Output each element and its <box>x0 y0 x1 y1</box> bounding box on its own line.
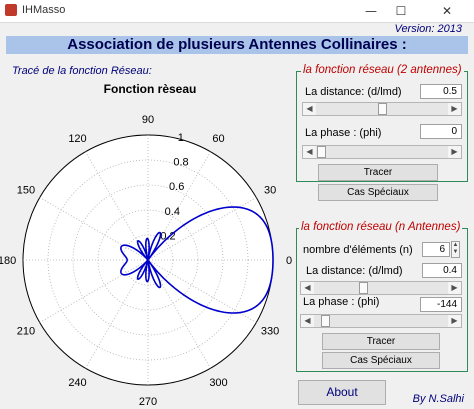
angle-label: 0 <box>286 255 292 267</box>
version-text: Version: 2013 <box>394 23 462 35</box>
radial-tick-label: 0.8 <box>173 157 188 169</box>
polar-grid <box>22 134 274 386</box>
p1-distance-input[interactable]: 0.5 <box>420 84 462 99</box>
slider-left-arrow-icon[interactable]: ◀ <box>301 282 314 294</box>
panel-two-antennas: la fonction réseau (2 antennes) <box>296 64 468 182</box>
angle-label: 180 <box>0 255 16 267</box>
array-factor-curve <box>120 206 274 314</box>
spin-down-icon[interactable]: ▼ <box>452 249 459 255</box>
window-titlebar: IHMasso — ☐ ✕ <box>0 0 474 23</box>
angle-label: 90 <box>142 114 154 126</box>
polar-plot: 0.20.40.60.81030609012015018021024027030… <box>0 114 292 408</box>
polar-labels: 0.20.40.60.81030609012015018021024027030… <box>0 114 292 408</box>
p2-phase-slider[interactable]: ◀ ▶ <box>300 314 462 328</box>
p2-phase-label: La phase : (phi) <box>303 296 380 308</box>
plot-section-label: Tracé de la fonction Réseau: <box>12 65 152 77</box>
maximize-button[interactable]: ☐ <box>395 4 407 18</box>
angle-label: 210 <box>17 326 35 338</box>
p2-n-label: nombre d'éléments (n) <box>303 244 413 256</box>
plot-title: Fonction rèseau <box>103 82 197 96</box>
polar-ring <box>72 184 224 336</box>
window-title: IHMasso <box>22 4 66 16</box>
panel-two-antennas-title: la fonction réseau (2 antennes) <box>301 64 464 76</box>
p1-trace-button[interactable]: Tracer <box>318 164 438 181</box>
slider-right-arrow-icon[interactable]: ▶ <box>448 282 461 294</box>
p2-special-cases-button[interactable]: Cas Spéciaux <box>322 352 440 369</box>
p1-phase-input[interactable]: 0 <box>420 124 462 139</box>
p2-n-spinner[interactable]: ▲ ▼ <box>451 241 460 258</box>
slider-right-arrow-icon[interactable]: ▶ <box>448 315 461 327</box>
p1-phase-slider[interactable]: ◀ ▶ <box>302 145 462 159</box>
slider-thumb[interactable] <box>378 103 387 115</box>
p2-distance-slider[interactable]: ◀ ▶ <box>300 281 462 295</box>
angle-label: 300 <box>209 377 227 389</box>
slider-thumb[interactable] <box>321 315 330 327</box>
angle-label: 30 <box>264 185 276 197</box>
p2-distance-input[interactable]: 0.4 <box>422 263 462 278</box>
slider-left-arrow-icon[interactable]: ◀ <box>303 103 316 115</box>
p1-phase-label: La phase : (phi) <box>305 127 382 139</box>
angle-label: 120 <box>68 133 86 145</box>
p2-phase-input[interactable]: -144 <box>420 297 462 312</box>
p1-distance-label: La distance: (d/lmd) <box>305 86 402 98</box>
angle-label: 270 <box>139 396 157 408</box>
slider-left-arrow-icon[interactable]: ◀ <box>303 146 316 158</box>
angle-label: 330 <box>261 326 279 338</box>
angle-label: 240 <box>68 377 86 389</box>
panel-n-antennas: la fonction réseau (n Antennes) <box>296 221 468 372</box>
slider-right-arrow-icon[interactable]: ▶ <box>448 146 461 158</box>
polar-outer-ring <box>22 134 274 386</box>
radial-tick-label: 1 <box>178 132 184 144</box>
slider-thumb[interactable] <box>359 282 368 294</box>
angle-label: 60 <box>212 133 224 145</box>
p2-distance-label: La distance: (d/lmd) <box>306 265 403 277</box>
spin-up-icon[interactable]: ▲ <box>452 242 459 248</box>
header-title: Association de plusieurs Antennes Collin… <box>67 36 407 53</box>
panel-n-antennas-title: la fonction réseau (n Antennes) <box>299 221 463 233</box>
matlab-app-icon <box>5 4 17 16</box>
slider-thumb[interactable] <box>317 146 326 158</box>
author-credit: By N.Salhi <box>412 393 464 405</box>
header-bar: Association de plusieurs Antennes Collin… <box>6 36 468 54</box>
p2-trace-button[interactable]: Tracer <box>322 333 440 350</box>
radial-tick-label: 0.4 <box>165 206 180 218</box>
minimize-button[interactable]: — <box>365 4 377 18</box>
close-button[interactable]: ✕ <box>441 4 453 18</box>
slider-right-arrow-icon[interactable]: ▶ <box>448 103 461 115</box>
p1-special-cases-button[interactable]: Cas Spéciaux <box>318 184 438 201</box>
about-button[interactable]: About <box>298 380 386 405</box>
p2-n-input[interactable]: 6 <box>422 242 450 257</box>
angle-label: 150 <box>17 185 35 197</box>
p1-distance-slider[interactable]: ◀ ▶ <box>302 102 462 116</box>
radial-tick-label: 0.6 <box>169 181 184 193</box>
slider-left-arrow-icon[interactable]: ◀ <box>301 315 314 327</box>
